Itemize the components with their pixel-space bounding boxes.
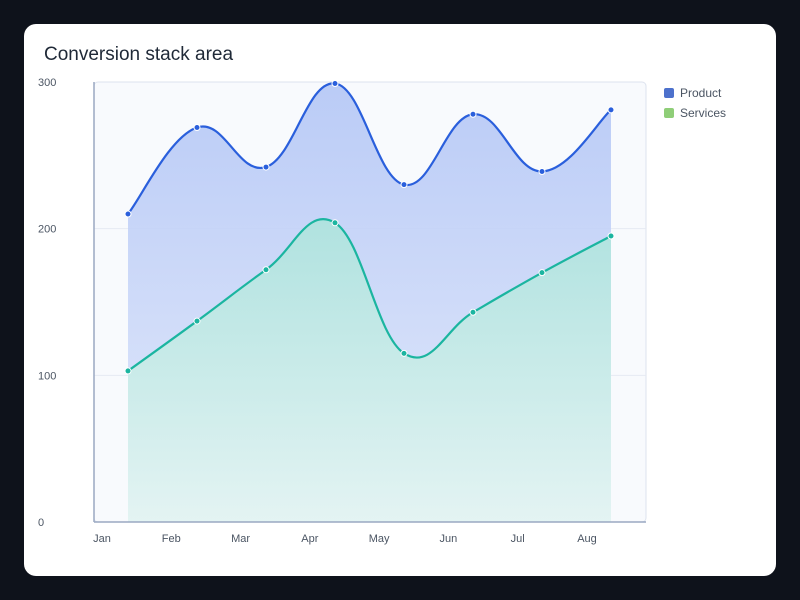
legend: Product Services [664, 83, 726, 123]
x-tick-labels: Jan Feb Mar Apr May Jun Jul Aug [93, 533, 597, 545]
point-services[interactable] [193, 317, 201, 325]
y-tick-label: 0 [38, 517, 44, 529]
point-product[interactable] [607, 106, 615, 114]
point-product[interactable] [400, 181, 408, 189]
chart-card: Conversion stack area 0 100 200 300 Jan Feb M… [24, 24, 776, 576]
point-services[interactable] [400, 349, 408, 357]
x-tick-label: Aug [577, 533, 597, 545]
point-services[interactable] [469, 308, 477, 316]
point-product[interactable] [469, 110, 477, 118]
legend-label-services: Services [680, 106, 727, 120]
series-areas [128, 83, 611, 522]
point-services[interactable] [262, 266, 270, 274]
y-tick-labels: 0 100 200 300 [38, 77, 56, 529]
point-product[interactable] [124, 210, 132, 218]
point-product[interactable] [193, 123, 201, 131]
x-tick-label: Mar [231, 533, 250, 545]
legend-item-product[interactable]: Product [664, 83, 726, 103]
point-product[interactable] [262, 163, 270, 171]
x-tick-label: Jul [511, 533, 525, 545]
line-services [127, 218, 612, 372]
x-tick-label: Jan [93, 533, 111, 545]
series-lines [127, 82, 612, 372]
point-services[interactable] [538, 269, 546, 277]
point-services[interactable] [124, 367, 132, 375]
legend-swatch-services [664, 108, 674, 118]
line-product [127, 82, 612, 215]
point-product[interactable] [538, 167, 546, 175]
legend-swatch-product [664, 88, 674, 98]
x-tick-label: May [369, 533, 390, 545]
legend-label-product: Product [680, 86, 722, 100]
point-services[interactable] [331, 219, 339, 227]
point-services[interactable] [607, 232, 615, 240]
series-points [124, 79, 615, 375]
y-tick-label: 300 [38, 77, 56, 89]
legend-item-services[interactable]: Services [664, 103, 726, 123]
x-tick-label: Jun [440, 533, 458, 545]
y-tick-label: 200 [38, 224, 56, 236]
chart-plot: 0 100 200 300 Jan Feb Mar Apr May Jun Jul Aug [38, 77, 647, 545]
area-services [128, 219, 611, 522]
chart-title: Conversion stack area [44, 44, 234, 65]
x-tick-label: Apr [301, 533, 318, 545]
x-tick-label: Feb [162, 533, 181, 545]
point-product[interactable] [331, 79, 339, 87]
y-tick-label: 100 [38, 370, 56, 382]
